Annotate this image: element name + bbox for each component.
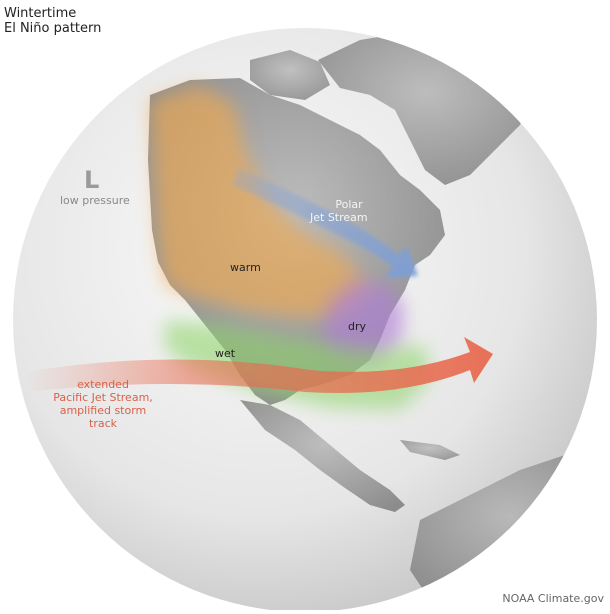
warm-label: warm: [230, 261, 261, 274]
polar-jet-label-line2: Jet Stream: [310, 211, 368, 224]
title-line-2: El Niño pattern: [4, 21, 102, 36]
arctic-islands-land: [250, 50, 330, 100]
wet-label: wet: [215, 347, 236, 360]
polar-jet-stream-arrow: [232, 168, 418, 278]
low-pressure-symbol: L: [84, 166, 100, 194]
credit-text: NOAA Climate.gov: [502, 592, 604, 605]
pacific-jet-label-line1: extended: [77, 378, 129, 391]
polar-jet-label-line1: Polar: [335, 198, 363, 211]
dry-region: [322, 280, 405, 365]
caribbean-islands-land: [400, 440, 460, 460]
low-pressure-label: low pressure: [60, 194, 130, 207]
title-line-1: Wintertime: [4, 6, 77, 21]
pacific-jet-label: extended Pacific Jet Stream, amplified s…: [48, 378, 158, 430]
dry-label: dry: [348, 320, 367, 333]
pacific-jet-label-line2: Pacific Jet Stream,: [53, 391, 153, 404]
pacific-jet-stream-arrow: [25, 337, 493, 394]
warm-region: [150, 85, 370, 318]
pacific-jet-label-line4: track: [89, 417, 117, 430]
central-america-land: [240, 400, 405, 512]
pacific-jet-label-line3: amplified storm: [59, 404, 147, 417]
